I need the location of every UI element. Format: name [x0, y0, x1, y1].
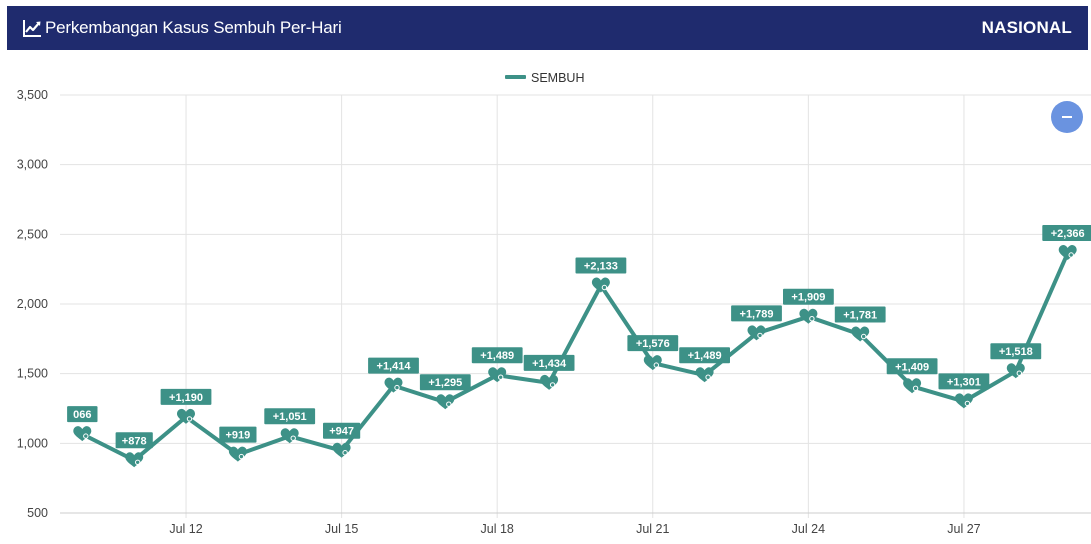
data-label: +1,781 — [834, 306, 886, 323]
data-point[interactable] — [540, 374, 559, 390]
x-tick-label: Jul 12 — [169, 522, 202, 536]
data-label: +1,909 — [783, 288, 834, 305]
svg-text:+1,789: +1,789 — [740, 308, 774, 320]
data-label: +1,489 — [471, 347, 523, 364]
data-point[interactable] — [954, 393, 973, 409]
svg-text:+1,295: +1,295 — [428, 377, 462, 389]
data-label: +1,301 — [938, 373, 990, 390]
svg-text:+1,190: +1,190 — [169, 392, 203, 404]
x-tick-label: Jul 15 — [325, 522, 358, 536]
svg-text:+878: +878 — [122, 435, 147, 447]
svg-text:+1,489: +1,489 — [480, 350, 514, 362]
series-sembuh — [73, 245, 1077, 468]
minus-icon — [1062, 116, 1072, 118]
data-label: +1,789 — [731, 305, 782, 322]
svg-text:+1,518: +1,518 — [999, 346, 1033, 358]
data-point[interactable] — [851, 326, 870, 342]
data-label: +1,576 — [627, 335, 679, 352]
data-point[interactable] — [903, 378, 922, 394]
svg-text:+1,489: +1,489 — [688, 350, 722, 362]
y-tick-label: 3,500 — [17, 88, 48, 102]
svg-text:+1,781: +1,781 — [843, 310, 877, 322]
data-label: +1,434 — [523, 354, 575, 371]
data-label: +1,409 — [886, 358, 938, 375]
x-tick-label: Jul 24 — [792, 522, 825, 536]
data-point[interactable] — [332, 442, 351, 458]
data-label: +2,133 — [575, 257, 627, 274]
data-point[interactable] — [280, 428, 299, 444]
data-label: 066 — [67, 406, 98, 423]
chart-header: Perkembangan Kasus Sembuh Per-Hari NASIO… — [7, 6, 1088, 50]
svg-text:+1,301: +1,301 — [947, 376, 981, 388]
svg-text:+947: +947 — [329, 426, 354, 438]
line-chart-icon — [23, 20, 41, 37]
data-label: +2,366 — [1042, 225, 1091, 241]
svg-text:+2,366: +2,366 — [1051, 228, 1085, 240]
data-point[interactable] — [73, 426, 92, 442]
data-point[interactable] — [695, 367, 714, 383]
data-point[interactable] — [177, 408, 195, 424]
data-label: +1,051 — [264, 408, 316, 425]
data-label: +947 — [323, 422, 361, 439]
data-label: +1,190 — [160, 388, 212, 405]
data-label: +919 — [219, 426, 257, 443]
data-point[interactable] — [384, 377, 403, 393]
data-point[interactable] — [799, 308, 818, 324]
data-point[interactable] — [228, 446, 247, 462]
x-tick-label: Jul 21 — [636, 522, 669, 536]
chart-title: Perkembangan Kasus Sembuh Per-Hari — [45, 18, 342, 37]
data-point[interactable] — [1006, 363, 1025, 379]
data-label: +1,414 — [368, 357, 419, 374]
data-point[interactable] — [488, 367, 507, 383]
data-label: +1,518 — [990, 343, 1042, 360]
legend-label-sembuh[interactable]: SEMBUH — [531, 71, 584, 85]
legend[interactable]: SEMBUH — [505, 71, 584, 85]
axes: 500 1,000 1,500 2,000 2,500 3,000 3,500 Jul 12 J… — [17, 88, 1091, 536]
svg-text:+919: +919 — [226, 430, 251, 442]
grid — [60, 94, 1091, 518]
data-point[interactable] — [436, 394, 455, 410]
svg-text:066: 066 — [73, 409, 91, 421]
data-point[interactable] — [747, 325, 766, 341]
svg-text:+1,409: +1,409 — [895, 361, 929, 373]
data-point[interactable] — [643, 355, 662, 371]
svg-text:+1,909: +1,909 — [791, 292, 825, 304]
svg-text:+1,414: +1,414 — [377, 361, 412, 373]
data-point[interactable] — [591, 277, 610, 293]
y-tick-label: 3,000 — [17, 158, 48, 172]
legend-swatch[interactable] — [505, 75, 526, 79]
data-label: +878 — [115, 432, 153, 449]
data-label: +1,295 — [419, 374, 471, 391]
svg-text:+1,434: +1,434 — [532, 358, 567, 370]
y-tick-label: 1,000 — [17, 436, 48, 450]
data-labels: 066 +878 +1,190 +919 +1,051 +947 +1,414 +1,295 +… — [67, 225, 1091, 449]
y-tick-label: 2,500 — [17, 227, 48, 241]
x-tick-label: Jul 18 — [481, 522, 514, 536]
svg-text:+2,133: +2,133 — [584, 261, 618, 273]
data-point[interactable] — [125, 452, 144, 468]
region-label: NASIONAL — [981, 18, 1072, 37]
y-tick-label: 2,000 — [17, 297, 48, 311]
data-point[interactable] — [1058, 245, 1077, 260]
svg-text:+1,051: +1,051 — [273, 411, 307, 423]
data-label: +1,489 — [679, 347, 730, 364]
zoom-out-button[interactable] — [1051, 101, 1083, 133]
x-tick-label: Jul 27 — [947, 522, 980, 536]
y-tick-label: 500 — [27, 506, 48, 520]
y-tick-label: 1,500 — [17, 367, 48, 381]
svg-text:+1,576: +1,576 — [636, 338, 670, 350]
